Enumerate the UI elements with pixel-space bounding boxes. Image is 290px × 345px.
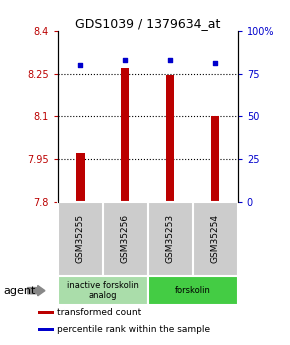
Text: GSM35255: GSM35255 [76, 214, 85, 264]
Text: agent: agent [3, 286, 35, 296]
Point [78, 62, 83, 68]
Bar [211, 116, 219, 202]
Bar [38, 311, 54, 314]
Bar [77, 154, 84, 202]
Text: GSM35253: GSM35253 [166, 214, 175, 264]
Text: forskolin: forskolin [175, 286, 211, 295]
Text: percentile rank within the sample: percentile rank within the sample [57, 325, 210, 334]
Point [168, 57, 173, 63]
Text: GSM35256: GSM35256 [121, 214, 130, 264]
Bar [58, 276, 148, 305]
Bar [166, 75, 174, 202]
Point [123, 57, 128, 63]
Text: transformed count: transformed count [57, 308, 141, 317]
Bar [122, 68, 129, 202]
Title: GDS1039 / 1379634_at: GDS1039 / 1379634_at [75, 17, 221, 30]
Text: inactive forskolin
analog: inactive forskolin analog [67, 281, 139, 300]
Bar [148, 276, 238, 305]
Bar [38, 328, 54, 331]
Point [213, 61, 218, 66]
Text: GSM35254: GSM35254 [211, 214, 220, 264]
